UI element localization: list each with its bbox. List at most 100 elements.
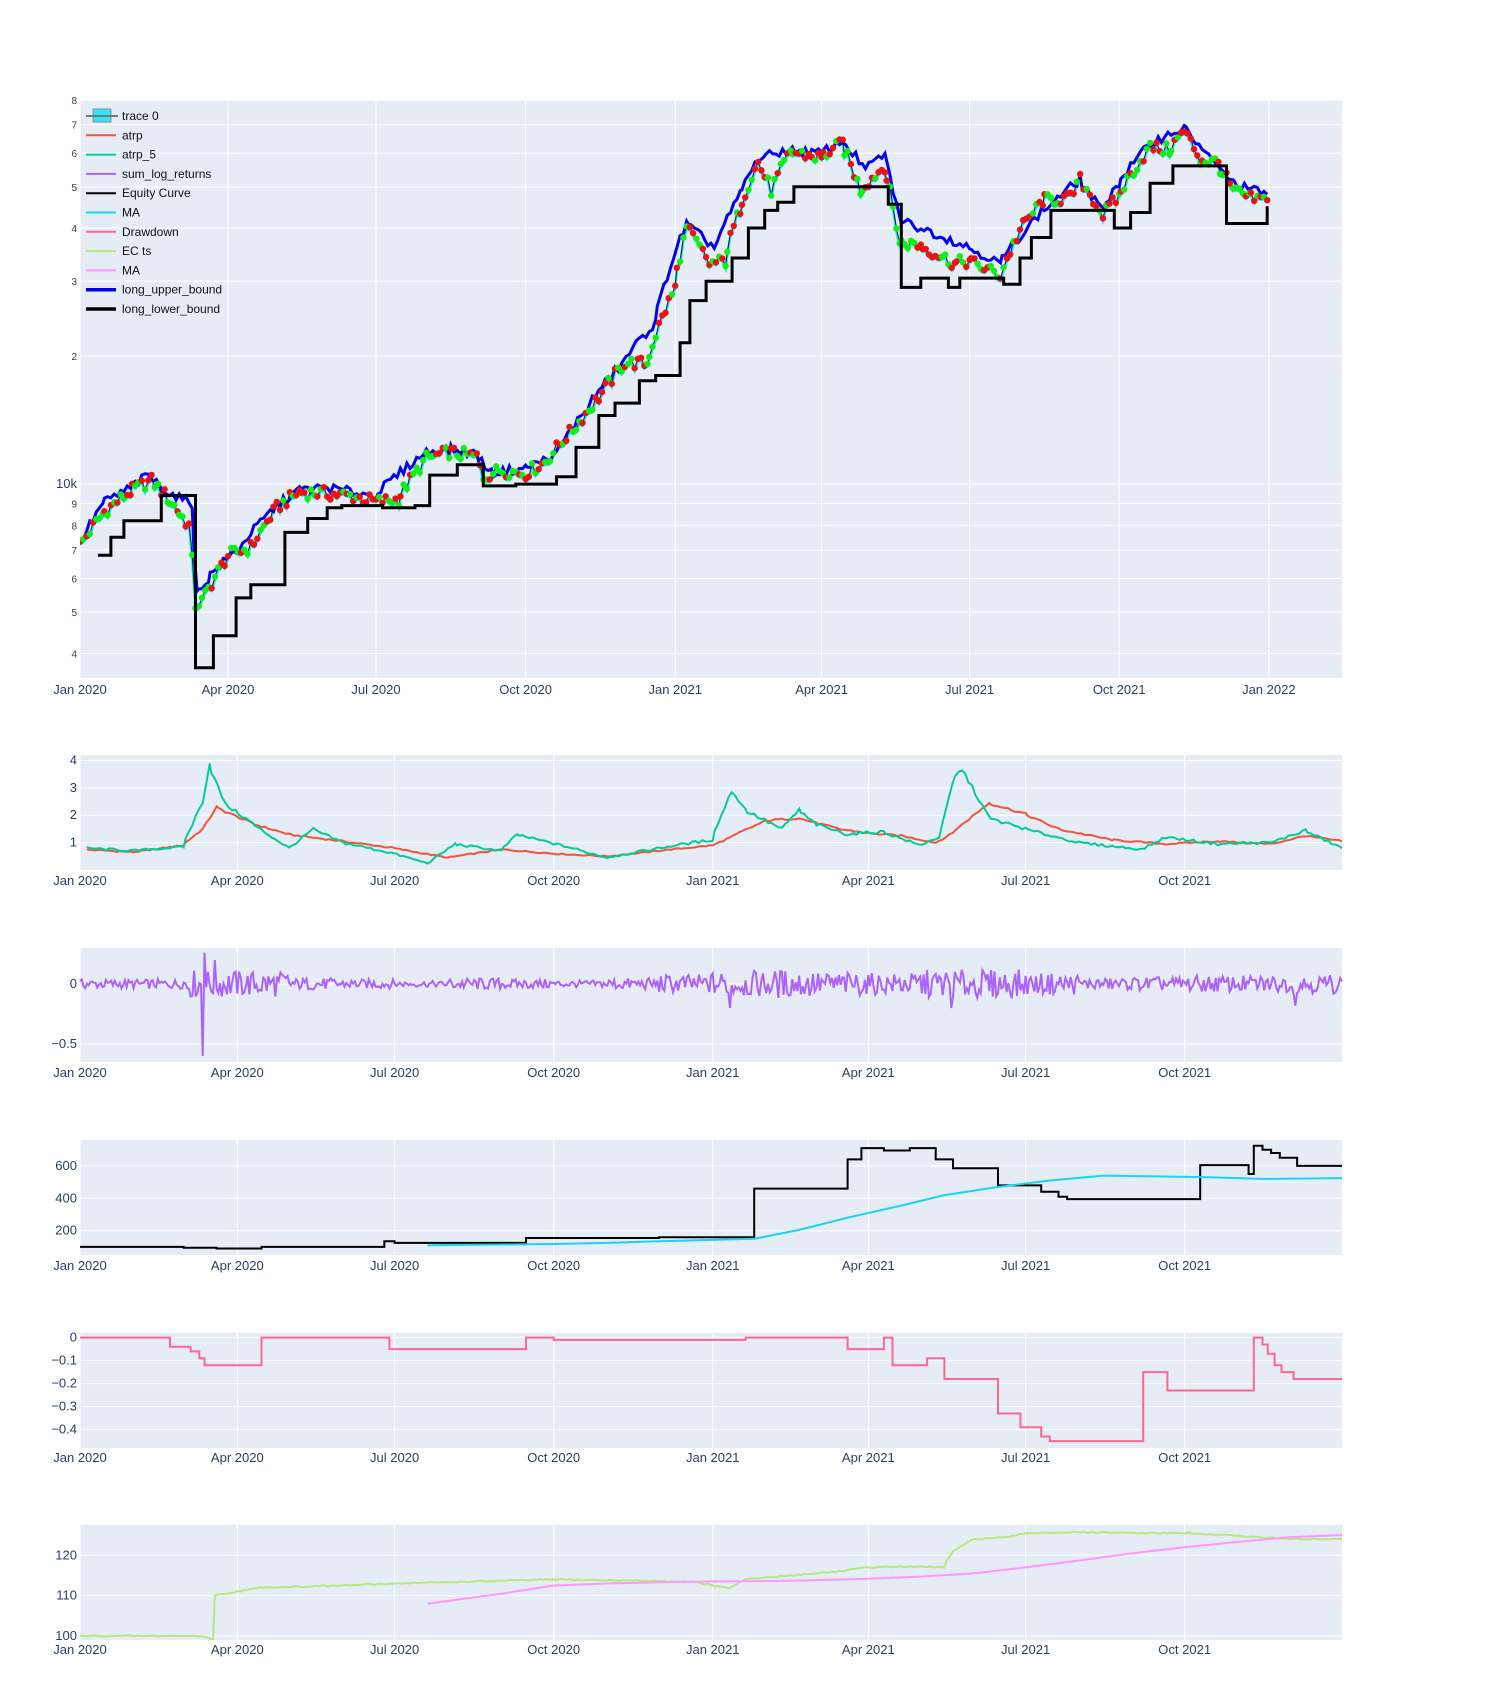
y-tick-label: −0.1 [51, 1353, 77, 1368]
trade-marker [854, 175, 861, 182]
trade-marker [673, 264, 680, 271]
trade-marker [948, 264, 955, 271]
trade-marker [320, 484, 328, 491]
trade-marker [489, 470, 497, 478]
trade-marker [221, 562, 228, 570]
x-tick-label: Jan 2022 [1242, 682, 1296, 697]
y-tick-label: 100 [55, 1628, 77, 1643]
trade-marker [138, 477, 145, 484]
trade-marker [410, 470, 417, 477]
trade-marker [608, 380, 615, 388]
legend-label: long_lower_bound [122, 302, 220, 316]
trade-marker [1109, 194, 1116, 201]
trade-marker [1247, 189, 1255, 196]
y-tick-label: −0.5 [51, 1036, 77, 1051]
y-tick-label: 0 [70, 1330, 77, 1345]
trade-marker [1163, 140, 1170, 147]
trade-marker [748, 176, 755, 183]
trade-marker [820, 149, 827, 156]
trade-marker [416, 469, 424, 476]
trade-marker [224, 553, 232, 560]
trade-marker [376, 493, 383, 501]
y-tick-label: −0.2 [51, 1376, 77, 1391]
x-tick-label: Jul 2020 [370, 1450, 419, 1465]
trade-marker [436, 449, 443, 457]
trade-marker [829, 144, 837, 152]
trade-marker [1226, 180, 1234, 187]
trade-marker [1264, 197, 1271, 204]
legend-label: Equity Curve [122, 186, 191, 200]
trade-marker [1093, 202, 1100, 210]
y-tick-label: 6 [71, 574, 77, 585]
legend-label: long_upper_bound [122, 283, 222, 297]
trade-marker [276, 506, 284, 514]
x-tick-label: Oct 2020 [499, 682, 552, 697]
trade-marker [755, 158, 762, 166]
trade-marker [566, 423, 573, 431]
trade-marker [397, 493, 404, 500]
y-tick-label: 4 [71, 649, 77, 660]
x-tick-label: Apr 2021 [842, 1450, 895, 1465]
trade-marker [963, 263, 970, 270]
x-tick-label: Jul 2021 [1001, 1450, 1050, 1465]
ec-ma-line [427, 1534, 1343, 1605]
x-tick-label: Jul 2020 [370, 1642, 419, 1657]
y-tick-label: 400 [55, 1190, 77, 1205]
trade-marker [742, 194, 749, 201]
trade-marker [1150, 146, 1157, 154]
trade-marker [724, 248, 731, 256]
trade-marker [446, 454, 453, 462]
trade-marker [457, 455, 464, 462]
x-tick-label: Jul 2020 [370, 873, 419, 888]
trade-marker [280, 497, 287, 504]
trade-marker [141, 486, 149, 493]
trade-marker [1153, 139, 1160, 146]
trade-marker [211, 573, 219, 581]
drawdown-line [80, 1336, 1342, 1443]
trade-marker [605, 374, 612, 382]
trade-marker [1184, 130, 1191, 137]
y-tick-label: −0.3 [51, 1399, 77, 1414]
trade-marker [546, 457, 554, 465]
x-tick-label: Oct 2021 [1093, 682, 1146, 697]
trade-marker [719, 255, 726, 262]
trade-marker [1236, 185, 1243, 192]
trade-marker [712, 259, 720, 266]
trade-marker [450, 444, 458, 452]
x-tick-label: Jan 2021 [648, 682, 702, 697]
trade-marker [307, 486, 315, 493]
x-tick-label: Oct 2021 [1158, 1258, 1211, 1273]
trade-marker [631, 365, 638, 372]
trade-marker [1187, 135, 1195, 142]
trade-marker [366, 491, 373, 498]
trade-marker [893, 225, 900, 232]
trade-marker [1073, 178, 1081, 185]
trade-marker [745, 186, 752, 194]
trade-marker [738, 201, 746, 208]
y-tick-label: 8 [71, 96, 77, 107]
sum-log-returns-line [79, 952, 1343, 1057]
x-tick-label: Jul 2021 [945, 682, 994, 697]
trade-marker [506, 474, 513, 481]
legend-label: sum_log_returns [122, 167, 211, 181]
trade-marker [956, 253, 963, 260]
trade-marker [171, 501, 178, 509]
trade-marker [327, 496, 334, 503]
x-tick-label: Jan 2020 [53, 1450, 107, 1465]
trade-marker [872, 175, 879, 182]
x-tick-label: Jan 2021 [686, 1065, 740, 1080]
trade-marker [751, 165, 759, 173]
trade-marker [1039, 202, 1047, 209]
y-tick-label: 120 [55, 1547, 77, 1562]
trade-marker [250, 541, 258, 548]
y-tick-label: 110 [56, 1588, 77, 1603]
plot-area [80, 755, 1342, 870]
trade-marker [974, 260, 981, 267]
trade-marker [826, 150, 833, 158]
trade-marker [1168, 147, 1175, 155]
trade-marker [563, 437, 570, 444]
trade-marker [702, 253, 710, 261]
trade-marker [1140, 158, 1147, 165]
x-tick-label: Oct 2020 [527, 1258, 580, 1273]
